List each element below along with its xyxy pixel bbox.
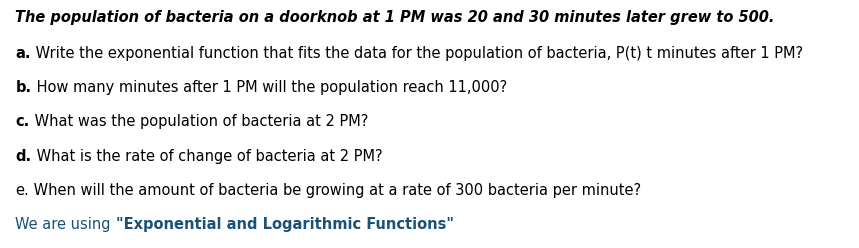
Text: d.: d. bbox=[15, 149, 32, 163]
Text: How many minutes after 1 PM will the population reach 11,000?: How many minutes after 1 PM will the pop… bbox=[32, 80, 507, 95]
Text: What was the population of bacteria at 2 PM?: What was the population of bacteria at 2… bbox=[30, 114, 369, 129]
Text: Write the exponential function that fits the data for the population of bacteria: Write the exponential function that fits… bbox=[31, 46, 803, 61]
Text: "Exponential and Logarithmic Functions": "Exponential and Logarithmic Functions" bbox=[116, 217, 454, 232]
Text: What is the rate of change of bacteria at 2 PM?: What is the rate of change of bacteria a… bbox=[32, 149, 382, 163]
Text: b.: b. bbox=[15, 80, 32, 95]
Text: c.: c. bbox=[15, 114, 30, 129]
Text: e.: e. bbox=[15, 183, 29, 198]
Text: When will the amount of bacteria be growing at a rate of 300 bacteria per minute: When will the amount of bacteria be grow… bbox=[29, 183, 642, 198]
Text: a.: a. bbox=[15, 46, 31, 61]
Text: We are using: We are using bbox=[15, 217, 116, 232]
Text: The population of bacteria on a doorknob at 1 PM was 20 and 30 minutes later gre: The population of bacteria on a doorknob… bbox=[15, 10, 775, 25]
